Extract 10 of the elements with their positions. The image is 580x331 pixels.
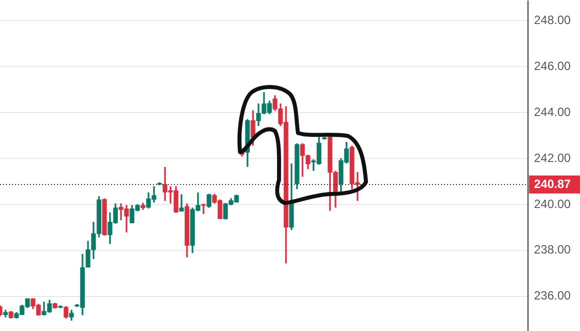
y-tick-label: 246.00 [534,58,572,73]
y-tick-label: 242.00 [534,150,572,165]
y-tick-label: 244.00 [534,104,572,119]
candlestick [179,194,184,212]
y-tick-label: 248.00 [534,13,572,28]
y-tick-label: 240.00 [534,196,572,211]
candlestick [201,204,206,214]
y-tick-label: 238.00 [534,242,572,257]
y-tick-label: 236.00 [534,288,572,303]
ref-line-label: 240.87 [534,176,572,191]
